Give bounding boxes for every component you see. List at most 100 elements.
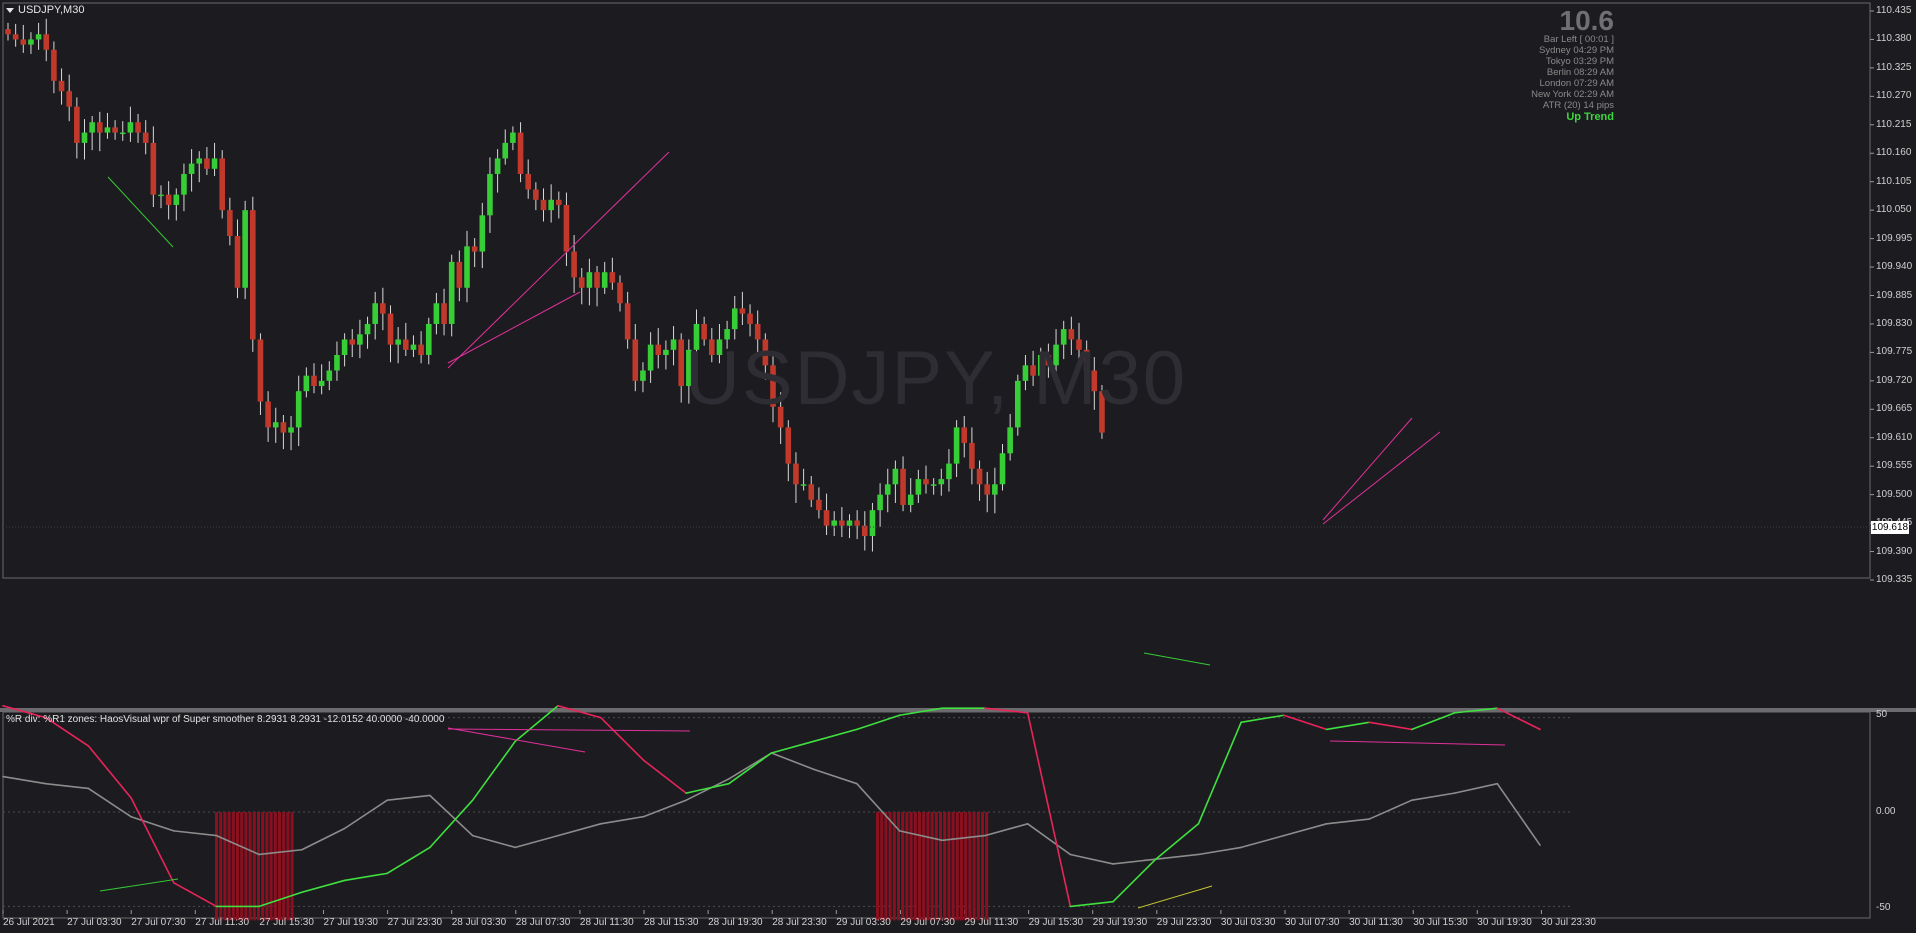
indicator-divergence-line [1137, 885, 1213, 909]
candle-body [999, 453, 1006, 485]
candle-body [1091, 370, 1098, 392]
candle-body [709, 339, 715, 355]
time-axis-label: 28 Jul 19:30 [708, 917, 763, 928]
candle-body [854, 520, 860, 526]
candle-body [127, 122, 134, 133]
price-axis-label: 109.335 [1876, 574, 1913, 585]
wpr-line-segment [258, 891, 303, 908]
wpr-line-segment [685, 782, 730, 794]
signal-line-segment [984, 822, 1029, 837]
price-axis-label: 110.050 [1876, 204, 1912, 216]
wpr-line-segment [130, 797, 175, 884]
candle-body [357, 334, 363, 345]
candle-body [563, 204, 570, 252]
signal-line-segment [557, 822, 602, 837]
wpr-line-segment [1411, 712, 1456, 731]
candle-body [257, 339, 264, 402]
price-axis-label: 109.940 [1876, 261, 1913, 273]
candle-body [28, 39, 34, 45]
candle-body [670, 339, 677, 350]
candle-body [20, 39, 27, 45]
info-line: Sydney 04:29 PM [1539, 45, 1614, 56]
oversold-zone-bar [236, 812, 239, 921]
oversold-zone-bar [219, 812, 223, 921]
candle-body [303, 375, 310, 392]
candle-body [762, 339, 769, 366]
time-axis-label: 27 Jul 19:30 [323, 917, 379, 928]
candle-body [754, 323, 761, 340]
signal-line-segment [856, 782, 901, 832]
trend-label: Up Trend [1566, 111, 1614, 123]
wpr-line-segment [1283, 714, 1328, 731]
oversold-zone-bar [905, 812, 909, 921]
candle-body [380, 303, 386, 314]
oversold-zone-bar [273, 812, 277, 921]
candle-body [341, 339, 348, 355]
oversold-zone-bar [951, 812, 955, 921]
oversold-zone-bar [897, 812, 900, 921]
candle-body [1083, 349, 1090, 371]
candle-body [334, 354, 340, 371]
price-axis-label: 109.885 [1876, 289, 1913, 301]
signal-line-segment [898, 830, 944, 842]
candle-body [540, 199, 547, 211]
candle-body [1037, 354, 1044, 376]
candle-body [242, 210, 248, 288]
candle-body [663, 349, 669, 355]
signal-line-segment [1496, 782, 1541, 846]
candle-body [517, 132, 524, 174]
candle-body [35, 34, 42, 40]
wpr-line-segment [984, 707, 1029, 714]
signal-line-segment [343, 799, 389, 830]
candle-body [227, 210, 233, 237]
price-axis-label: 110.215 [1876, 118, 1912, 130]
info-line: Tokyo 03:29 PM [1545, 56, 1614, 67]
oversold-zone-bar [943, 812, 947, 921]
candle-body [731, 308, 738, 330]
info-line: London 07:29 AM [1539, 78, 1614, 89]
signal-line-segment [1325, 818, 1371, 825]
oversold-zone-bar [909, 812, 913, 921]
wpr-line-segment [599, 716, 645, 761]
candle-body [525, 173, 531, 190]
divergence-line [447, 151, 670, 369]
candle-body [81, 132, 88, 143]
time-axis-label: 30 Jul 19:30 [1477, 917, 1532, 928]
oversold-zone-bar [876, 812, 879, 921]
time-axis-label: 28 Jul 23:30 [772, 917, 827, 928]
chart-title[interactable]: USDJPY,M30 [6, 4, 84, 16]
candle-body [372, 303, 378, 324]
candle-body [770, 365, 776, 407]
wpr-line-segment [2, 704, 47, 719]
time-axis-label: 27 Jul 11:30 [195, 917, 250, 928]
signal-line-segment [1411, 792, 1456, 802]
oversold-zone-bar [227, 812, 231, 921]
candle-body [204, 158, 210, 169]
wpr-line-segment [1240, 714, 1285, 724]
candle-body [923, 479, 929, 485]
candle-body [724, 329, 730, 340]
signal-line-segment [1069, 853, 1114, 865]
time-axis-label: 30 Jul 23:30 [1541, 917, 1596, 928]
candle-body [510, 132, 516, 143]
candle-body [89, 122, 95, 133]
pane-separator [0, 708, 1916, 712]
oversold-zone-bar [261, 812, 265, 921]
oversold-zone-bar [880, 812, 884, 921]
signal-line-segment [599, 815, 645, 825]
dropdown-triangle-icon[interactable] [6, 7, 14, 13]
signal-line-segment [471, 834, 517, 849]
candle-body [1045, 354, 1052, 366]
indicator-divergence-line [1329, 740, 1506, 746]
divergence-line [447, 291, 581, 364]
candle-body [188, 163, 195, 174]
signal-line-segment [44, 782, 90, 790]
time-axis-label: 28 Jul 03:30 [451, 917, 507, 928]
candle-body [739, 308, 746, 314]
time-axis-label: 27 Jul 23:30 [387, 917, 443, 928]
oversold-zone-bar [939, 812, 942, 921]
oversold-zone-bar [286, 812, 290, 921]
oversold-zone-bar [244, 812, 248, 921]
candle-body [976, 468, 983, 485]
